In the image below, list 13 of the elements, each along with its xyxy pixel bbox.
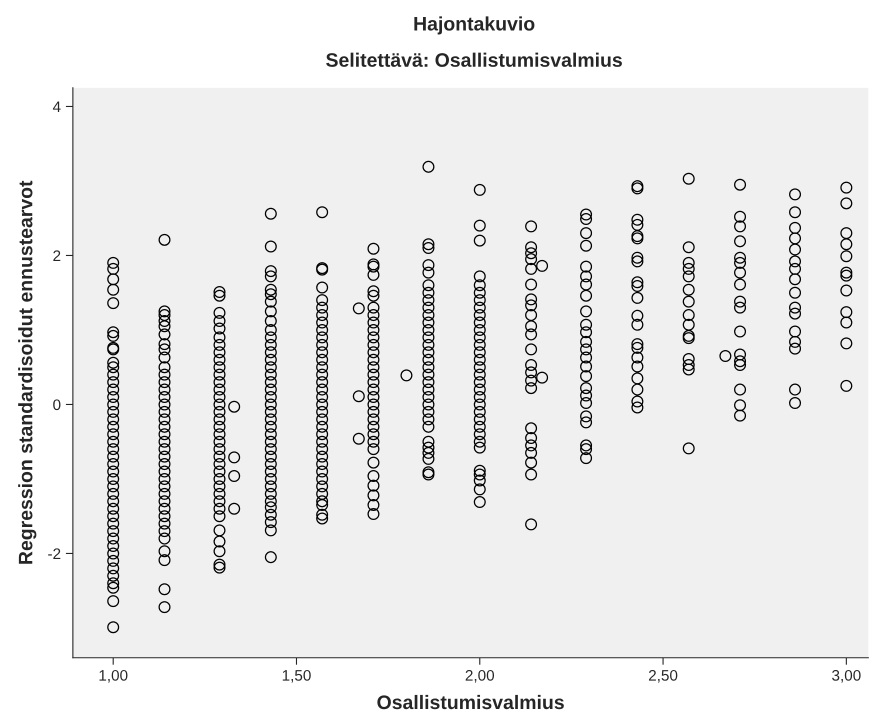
- y-tick-label: 0: [53, 399, 60, 410]
- x-tick-label: 1,00: [99, 670, 128, 683]
- chart-subtitle: Selitettävä: Osallistumisvalmius: [326, 52, 622, 67]
- y-tick-label: 2: [53, 250, 60, 261]
- x-tick-label: 1,50: [282, 670, 311, 683]
- y-tick-label: 4: [52, 101, 61, 112]
- y-tick-label: -2: [48, 548, 60, 559]
- x-tick-label: 2,00: [466, 670, 494, 683]
- x-tick-label: 3,00: [832, 670, 861, 683]
- chart-title: Hajontakuvio: [414, 16, 534, 34]
- y-axis-title: Regression standardisoidut ennustearvot: [18, 180, 36, 564]
- x-tick-label: 2,50: [648, 670, 678, 683]
- x-axis-title: Osallistumisvalmius: [377, 694, 564, 710]
